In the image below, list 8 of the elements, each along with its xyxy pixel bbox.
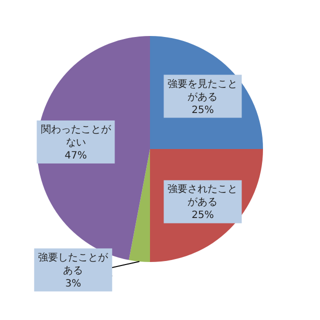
slice-label: 強要を見たことがある [168, 78, 238, 103]
data-label: 25% [192, 210, 214, 222]
data-label: 47% [64, 150, 87, 162]
slice-label: 強要したことがある [38, 251, 110, 276]
slice-label: 強要されたことがある [168, 183, 238, 208]
slice-label: 関わったことがない [40, 124, 112, 148]
data-label: 25% [192, 104, 214, 116]
data-label: 3% [65, 278, 82, 290]
